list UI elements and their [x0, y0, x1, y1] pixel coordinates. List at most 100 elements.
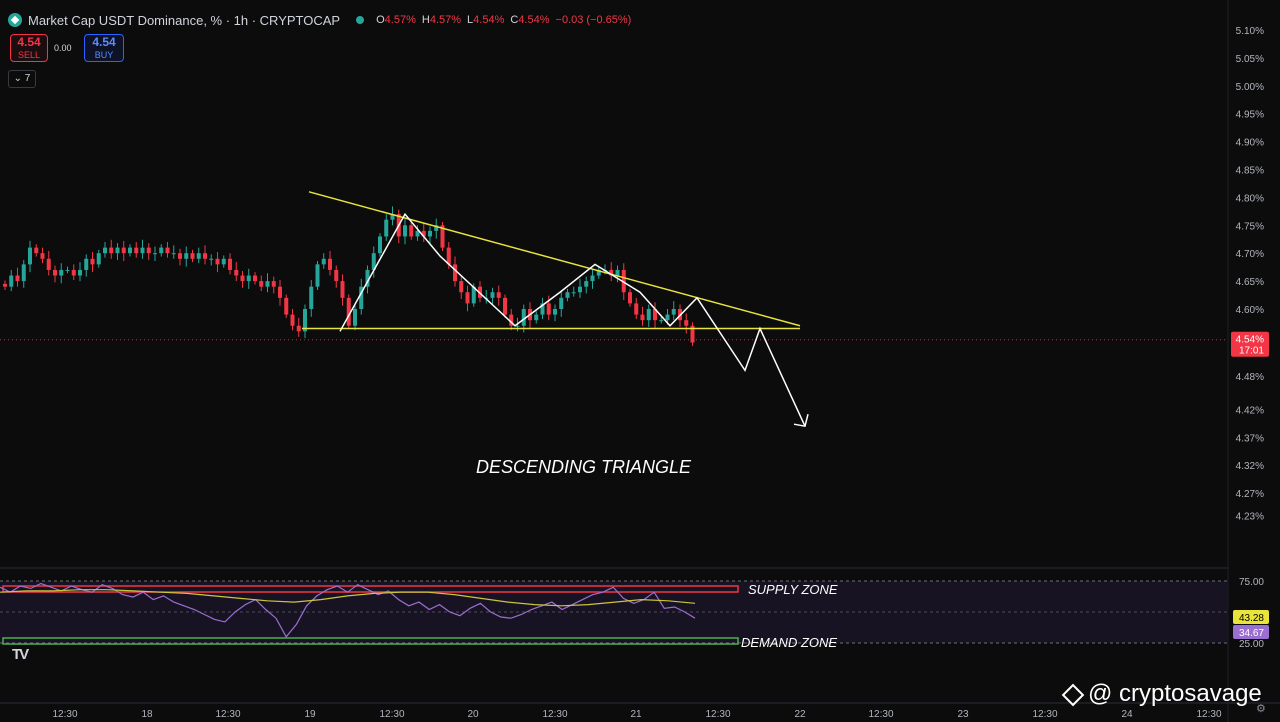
candle-body [109, 247, 114, 254]
price-tick-label: 4.37% [1236, 433, 1264, 444]
binance-icon [1062, 684, 1082, 704]
candle-body [234, 269, 239, 276]
ohlc-key: L [467, 14, 474, 26]
candle-body [515, 325, 520, 327]
candle-body [121, 247, 126, 254]
candle-body [409, 225, 414, 237]
candle-body [521, 309, 526, 326]
candle-body [559, 297, 564, 309]
price-tick-label: 4.80% [1236, 193, 1264, 204]
candle-body [359, 286, 364, 309]
watermark-text: @ cryptosavage [1088, 680, 1262, 707]
symbol-title[interactable]: Market Cap USDT Dominance, % · 1h · CRYP… [28, 12, 341, 28]
candle-body [71, 269, 76, 276]
candle-body [684, 320, 689, 326]
candle-body [653, 309, 657, 321]
candle-body [128, 247, 132, 254]
candle-body [634, 303, 639, 315]
current-price-tag [1231, 331, 1269, 357]
candle-body [190, 253, 195, 259]
candle-body [221, 258, 226, 265]
time-tick-label: 20 [467, 709, 479, 720]
price-tick-label: 4.85% [1236, 166, 1264, 177]
candle-body [215, 258, 220, 265]
ohlc-key: C [510, 14, 519, 26]
candle-body [246, 275, 251, 282]
candle-body [434, 225, 439, 231]
price-tick-label: 4.75% [1236, 221, 1264, 232]
candle-body [565, 292, 570, 298]
price-tick-label: 4.65% [1236, 277, 1264, 288]
rsi-pane: SUPPLY ZONE DEMAND ZONE 75.00 25.00 43.28 34.… [0, 577, 1269, 650]
candle-body [196, 253, 201, 259]
candle-body [365, 269, 370, 287]
candle-body [615, 269, 620, 276]
pattern-label: DESCENDING TRIANGLE [476, 457, 692, 477]
price-tick-label: 5.10% [1236, 26, 1264, 37]
gear-icon[interactable]: ⚙ [1256, 703, 1266, 715]
candle-body [490, 292, 495, 298]
candle-body [328, 258, 332, 270]
candle-body [171, 253, 176, 255]
ohlc-value: 4.57% [429, 14, 462, 26]
rsi-ma-tag [1233, 610, 1269, 624]
price-tick-label: 5.00% [1236, 82, 1264, 93]
candle-body [334, 269, 339, 282]
rsi-tag [1233, 625, 1269, 639]
time-tick-label: 12:30 [705, 709, 730, 720]
chevron-down-icon: ⌄ [13, 73, 23, 84]
symbol-logo-icon [8, 13, 22, 27]
candle-body [390, 214, 395, 220]
time-tick-label: 12:30 [215, 709, 240, 720]
current-price-label: 4.54% [1236, 335, 1264, 346]
candle-body [253, 275, 257, 282]
candle-body [228, 258, 232, 270]
ohlc-value: 4.54% [473, 14, 505, 26]
upper-trendline [308, 191, 801, 327]
candle-body [690, 325, 695, 343]
indicators-toggle-button[interactable]: ⌄ 7 [8, 70, 36, 88]
watermark: @ cryptosavage [1062, 680, 1262, 708]
candle-body [671, 309, 676, 315]
candle-body [278, 286, 282, 298]
candle-body [140, 247, 145, 254]
candle-body [165, 247, 170, 254]
spread-value: 0.00 [54, 43, 72, 53]
price-tick-label: 4.27% [1236, 489, 1264, 500]
candle-body [209, 258, 214, 260]
sell-button[interactable]: 4.54 SELL [10, 34, 48, 62]
arrow-head [793, 413, 809, 428]
ohlc-value: −0.03 (−0.65%) [555, 14, 632, 26]
candle-body [15, 275, 20, 282]
candle-body [496, 292, 501, 298]
indicators-count: 7 [24, 73, 31, 84]
candle-body [378, 236, 382, 254]
candle-body [546, 303, 551, 315]
buy-label: BUY [94, 50, 114, 60]
rsi-value: 34.67 [1239, 628, 1264, 639]
rsi-ma-line [0, 589, 696, 607]
buy-button[interactable]: 4.54 BUY [84, 34, 124, 62]
time-tick-label: 22 [794, 709, 806, 720]
candle-body [315, 264, 320, 287]
candle-body [3, 283, 7, 287]
candle-body [290, 314, 295, 326]
candle-body [321, 258, 326, 265]
sell-price: 4.54 [17, 35, 41, 49]
candle-body [459, 281, 464, 293]
candle-body [403, 225, 407, 237]
price-tick-label: 5.05% [1236, 54, 1264, 65]
countdown-label: 17:01 [1239, 346, 1264, 357]
candle-body [284, 297, 289, 315]
candles [3, 206, 695, 346]
candle-body [640, 314, 645, 321]
candle-body [146, 247, 151, 254]
candle-body [78, 269, 82, 276]
candle-body [53, 269, 57, 276]
time-tick-label: 12:30 [52, 709, 77, 720]
candle-body [453, 264, 457, 282]
time-tick-label: 21 [630, 709, 642, 720]
candle-body [609, 269, 614, 276]
price-tick-label: 4.32% [1236, 461, 1264, 472]
